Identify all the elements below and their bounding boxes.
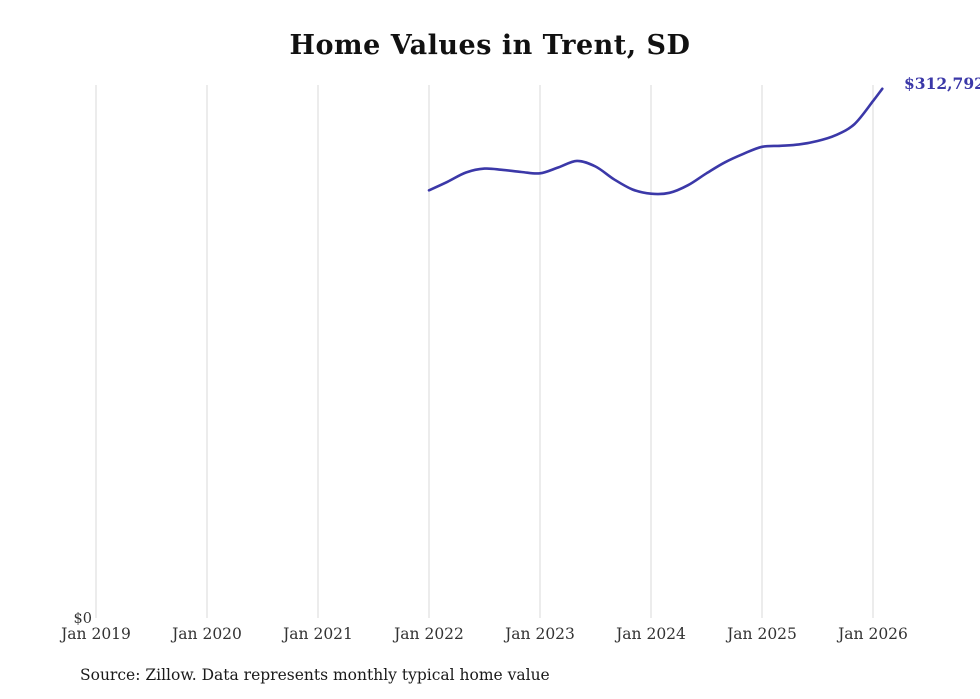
x-tick-label: Jan 2025	[727, 625, 797, 643]
x-tick-label: Jan 2023	[505, 625, 575, 643]
source-note: Source: Zillow. Data represents monthly …	[80, 666, 550, 684]
home-value-line	[427, 87, 884, 196]
x-tick-label: Jan 2020	[172, 625, 242, 643]
x-tick-label: Jan 2019	[61, 625, 131, 643]
x-tick-label: Jan 2021	[283, 625, 353, 643]
chart-title: Home Values in Trent, SD	[289, 30, 691, 61]
x-tick-label: Jan 2026	[838, 625, 908, 643]
x-tick-label: Jan 2024	[616, 625, 686, 643]
y-axis-zero-label: $0	[73, 611, 92, 627]
latest-value-label: $312,792	[904, 74, 980, 93]
x-tick-label: Jan 2022	[394, 625, 464, 643]
